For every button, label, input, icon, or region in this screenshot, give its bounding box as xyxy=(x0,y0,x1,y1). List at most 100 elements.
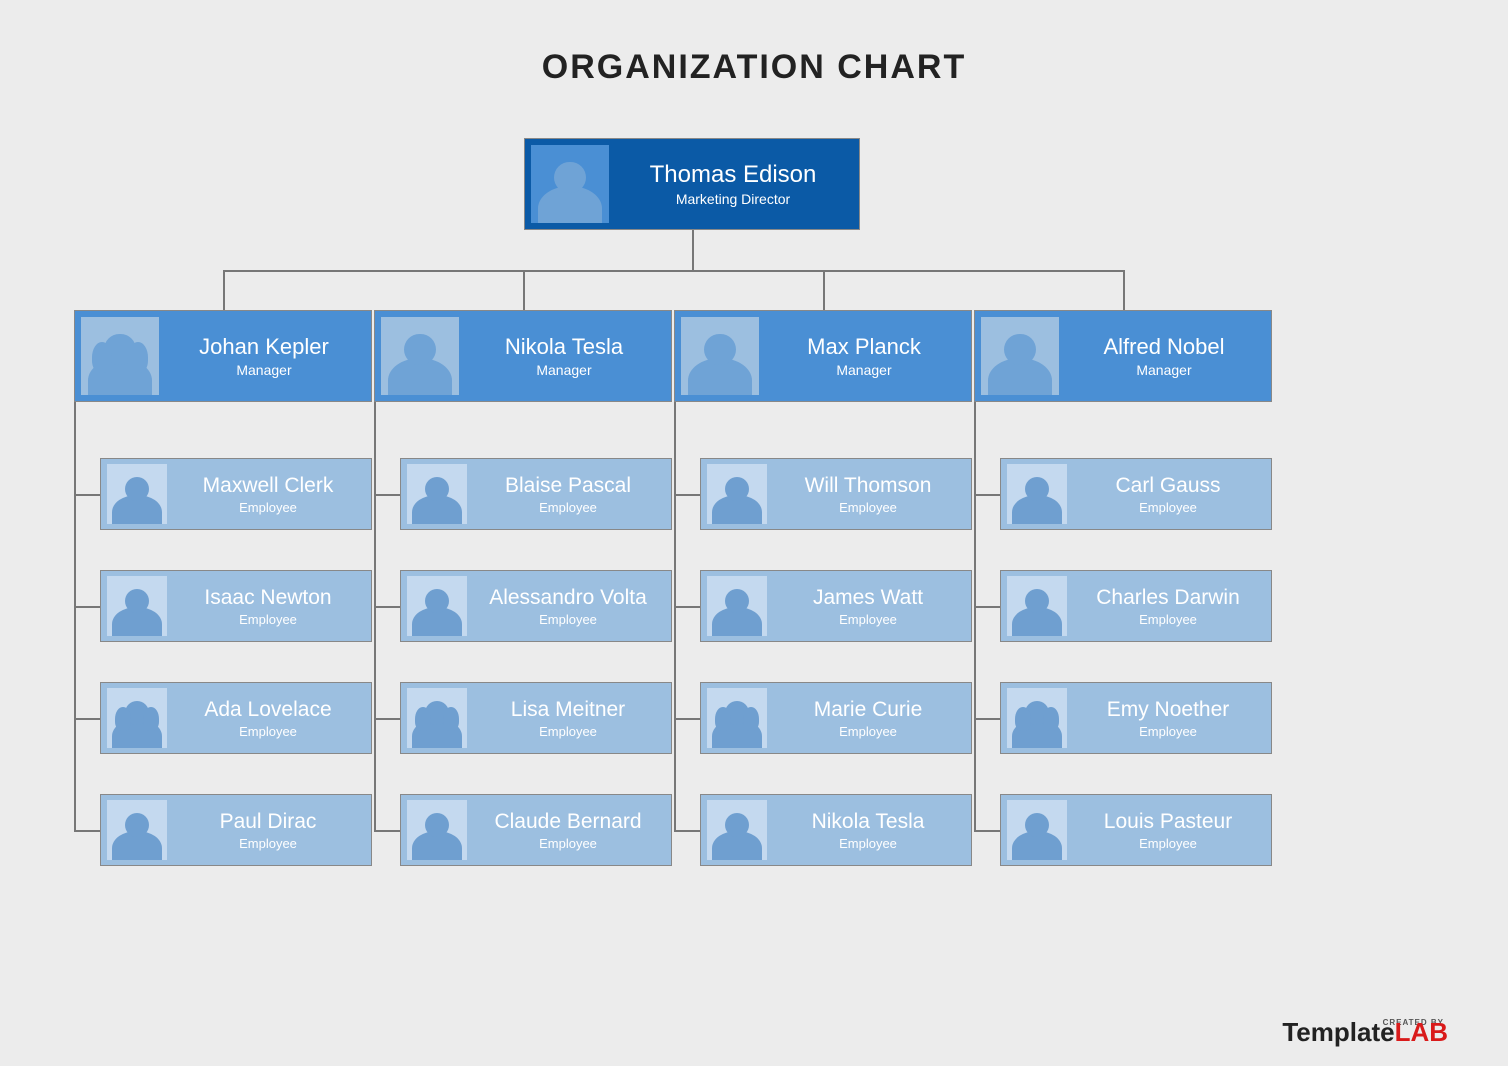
connector-line xyxy=(674,402,676,830)
footer-brand: TemplateLAB xyxy=(1282,1017,1448,1048)
connector-line xyxy=(974,494,1000,496)
person-name: Nikola Tesla xyxy=(773,810,963,834)
person-name: Isaac Newton xyxy=(173,586,363,610)
person-name: Emy Noether xyxy=(1073,698,1263,722)
avatar-icon xyxy=(107,800,167,860)
connector-line xyxy=(74,830,100,832)
avatar-icon xyxy=(381,317,459,395)
person-role: Employee xyxy=(773,612,963,627)
person-name: Blaise Pascal xyxy=(473,474,663,498)
avatar-icon xyxy=(1007,464,1067,524)
person-name: Marie Curie xyxy=(773,698,963,722)
employee-card: Maxwell ClerkEmployee xyxy=(100,458,372,530)
connector-line xyxy=(374,606,400,608)
connector-line xyxy=(223,270,1123,272)
manager-card: Alfred Nobel Manager xyxy=(974,310,1272,402)
person-role: Manager xyxy=(465,362,663,378)
avatar-icon xyxy=(707,800,767,860)
employee-card: Paul DiracEmployee xyxy=(100,794,372,866)
avatar-icon xyxy=(707,576,767,636)
employee-card: Claude Bernard Employee xyxy=(400,794,672,866)
person-role: Employee xyxy=(1073,500,1263,515)
manager-card: Max PlanckManager xyxy=(674,310,972,402)
employee-card: Will Thomson Employee xyxy=(700,458,972,530)
person-role: Manager xyxy=(165,362,363,378)
person-name: James Watt xyxy=(773,586,963,610)
employee-card: Emy Noether Employee xyxy=(1000,682,1272,754)
connector-line xyxy=(674,830,700,832)
connector-line xyxy=(223,270,225,310)
person-role: Employee xyxy=(173,612,363,627)
connector-line xyxy=(374,718,400,720)
connector-line xyxy=(374,494,400,496)
person-name: Alfred Nobel xyxy=(1065,334,1263,360)
avatar-icon xyxy=(1007,688,1067,748)
avatar-icon xyxy=(707,688,767,748)
connector-line xyxy=(974,718,1000,720)
employee-card: Isaac Newton Employee xyxy=(100,570,372,642)
connector-line xyxy=(523,270,525,310)
employee-card: Louis Pasteur Employee xyxy=(1000,794,1272,866)
person-name: Maxwell Clerk xyxy=(173,474,363,498)
person-role: Employee xyxy=(773,724,963,739)
person-role: Marketing Director xyxy=(615,191,851,207)
employee-card: Charles Darwin Employee xyxy=(1000,570,1272,642)
director-card: Thomas Edison Marketing Director xyxy=(524,138,860,230)
connector-line xyxy=(374,402,376,830)
person-role: Employee xyxy=(473,836,663,851)
employee-card: Alessandro Volta Employee xyxy=(400,570,672,642)
person-role: Employee xyxy=(173,836,363,851)
person-role: Employee xyxy=(473,612,663,627)
avatar-icon xyxy=(707,464,767,524)
person-role: Employee xyxy=(473,500,663,515)
person-name: Thomas Edison xyxy=(615,161,851,189)
person-name: Johan Kepler xyxy=(165,334,363,360)
avatar-icon xyxy=(107,688,167,748)
chart-title: ORGANIZATION CHART xyxy=(0,48,1508,87)
connector-line xyxy=(74,718,100,720)
person-role: Employee xyxy=(173,724,363,739)
employee-card: Nikola Tesla Employee xyxy=(700,794,972,866)
person-name: Claude Bernard xyxy=(473,810,663,834)
connector-line xyxy=(674,494,700,496)
avatar-icon xyxy=(407,464,467,524)
person-role: Employee xyxy=(1073,612,1263,627)
employee-card: James Watt Employee xyxy=(700,570,972,642)
person-name: Alessandro Volta xyxy=(473,586,663,610)
connector-line xyxy=(74,402,76,830)
connector-line xyxy=(692,230,694,270)
person-name: Louis Pasteur xyxy=(1073,810,1263,834)
person-role: Employee xyxy=(773,500,963,515)
connector-line xyxy=(374,830,400,832)
person-role: Employee xyxy=(773,836,963,851)
employee-card: Lisa Meitner Employee xyxy=(400,682,672,754)
person-name: Carl Gauss xyxy=(1073,474,1263,498)
avatar-icon xyxy=(107,464,167,524)
person-name: Will Thomson xyxy=(773,474,963,498)
avatar-icon xyxy=(1007,800,1067,860)
connector-line xyxy=(674,606,700,608)
avatar-icon xyxy=(81,317,159,395)
person-role: Employee xyxy=(1073,836,1263,851)
connector-line xyxy=(74,606,100,608)
person-name: Charles Darwin xyxy=(1073,586,1263,610)
person-role: Manager xyxy=(1065,362,1263,378)
connector-line xyxy=(974,830,1000,832)
avatar-icon xyxy=(681,317,759,395)
person-name: Nikola Tesla xyxy=(465,334,663,360)
connector-line xyxy=(974,606,1000,608)
employee-card: Carl Gauss Employee xyxy=(1000,458,1272,530)
employee-card: Blaise Pascal Employee xyxy=(400,458,672,530)
connector-line xyxy=(823,270,825,310)
employee-card: Ada LovelaceEmployee xyxy=(100,682,372,754)
connector-line xyxy=(674,718,700,720)
person-name: Max Planck xyxy=(765,334,963,360)
person-role: Employee xyxy=(1073,724,1263,739)
avatar-icon xyxy=(531,145,609,223)
person-name: Lisa Meitner xyxy=(473,698,663,722)
employee-card: Marie Curie Employee xyxy=(700,682,972,754)
manager-card: Johan Kepler Manager xyxy=(74,310,372,402)
avatar-icon xyxy=(1007,576,1067,636)
avatar-icon xyxy=(407,576,467,636)
person-role: Employee xyxy=(473,724,663,739)
